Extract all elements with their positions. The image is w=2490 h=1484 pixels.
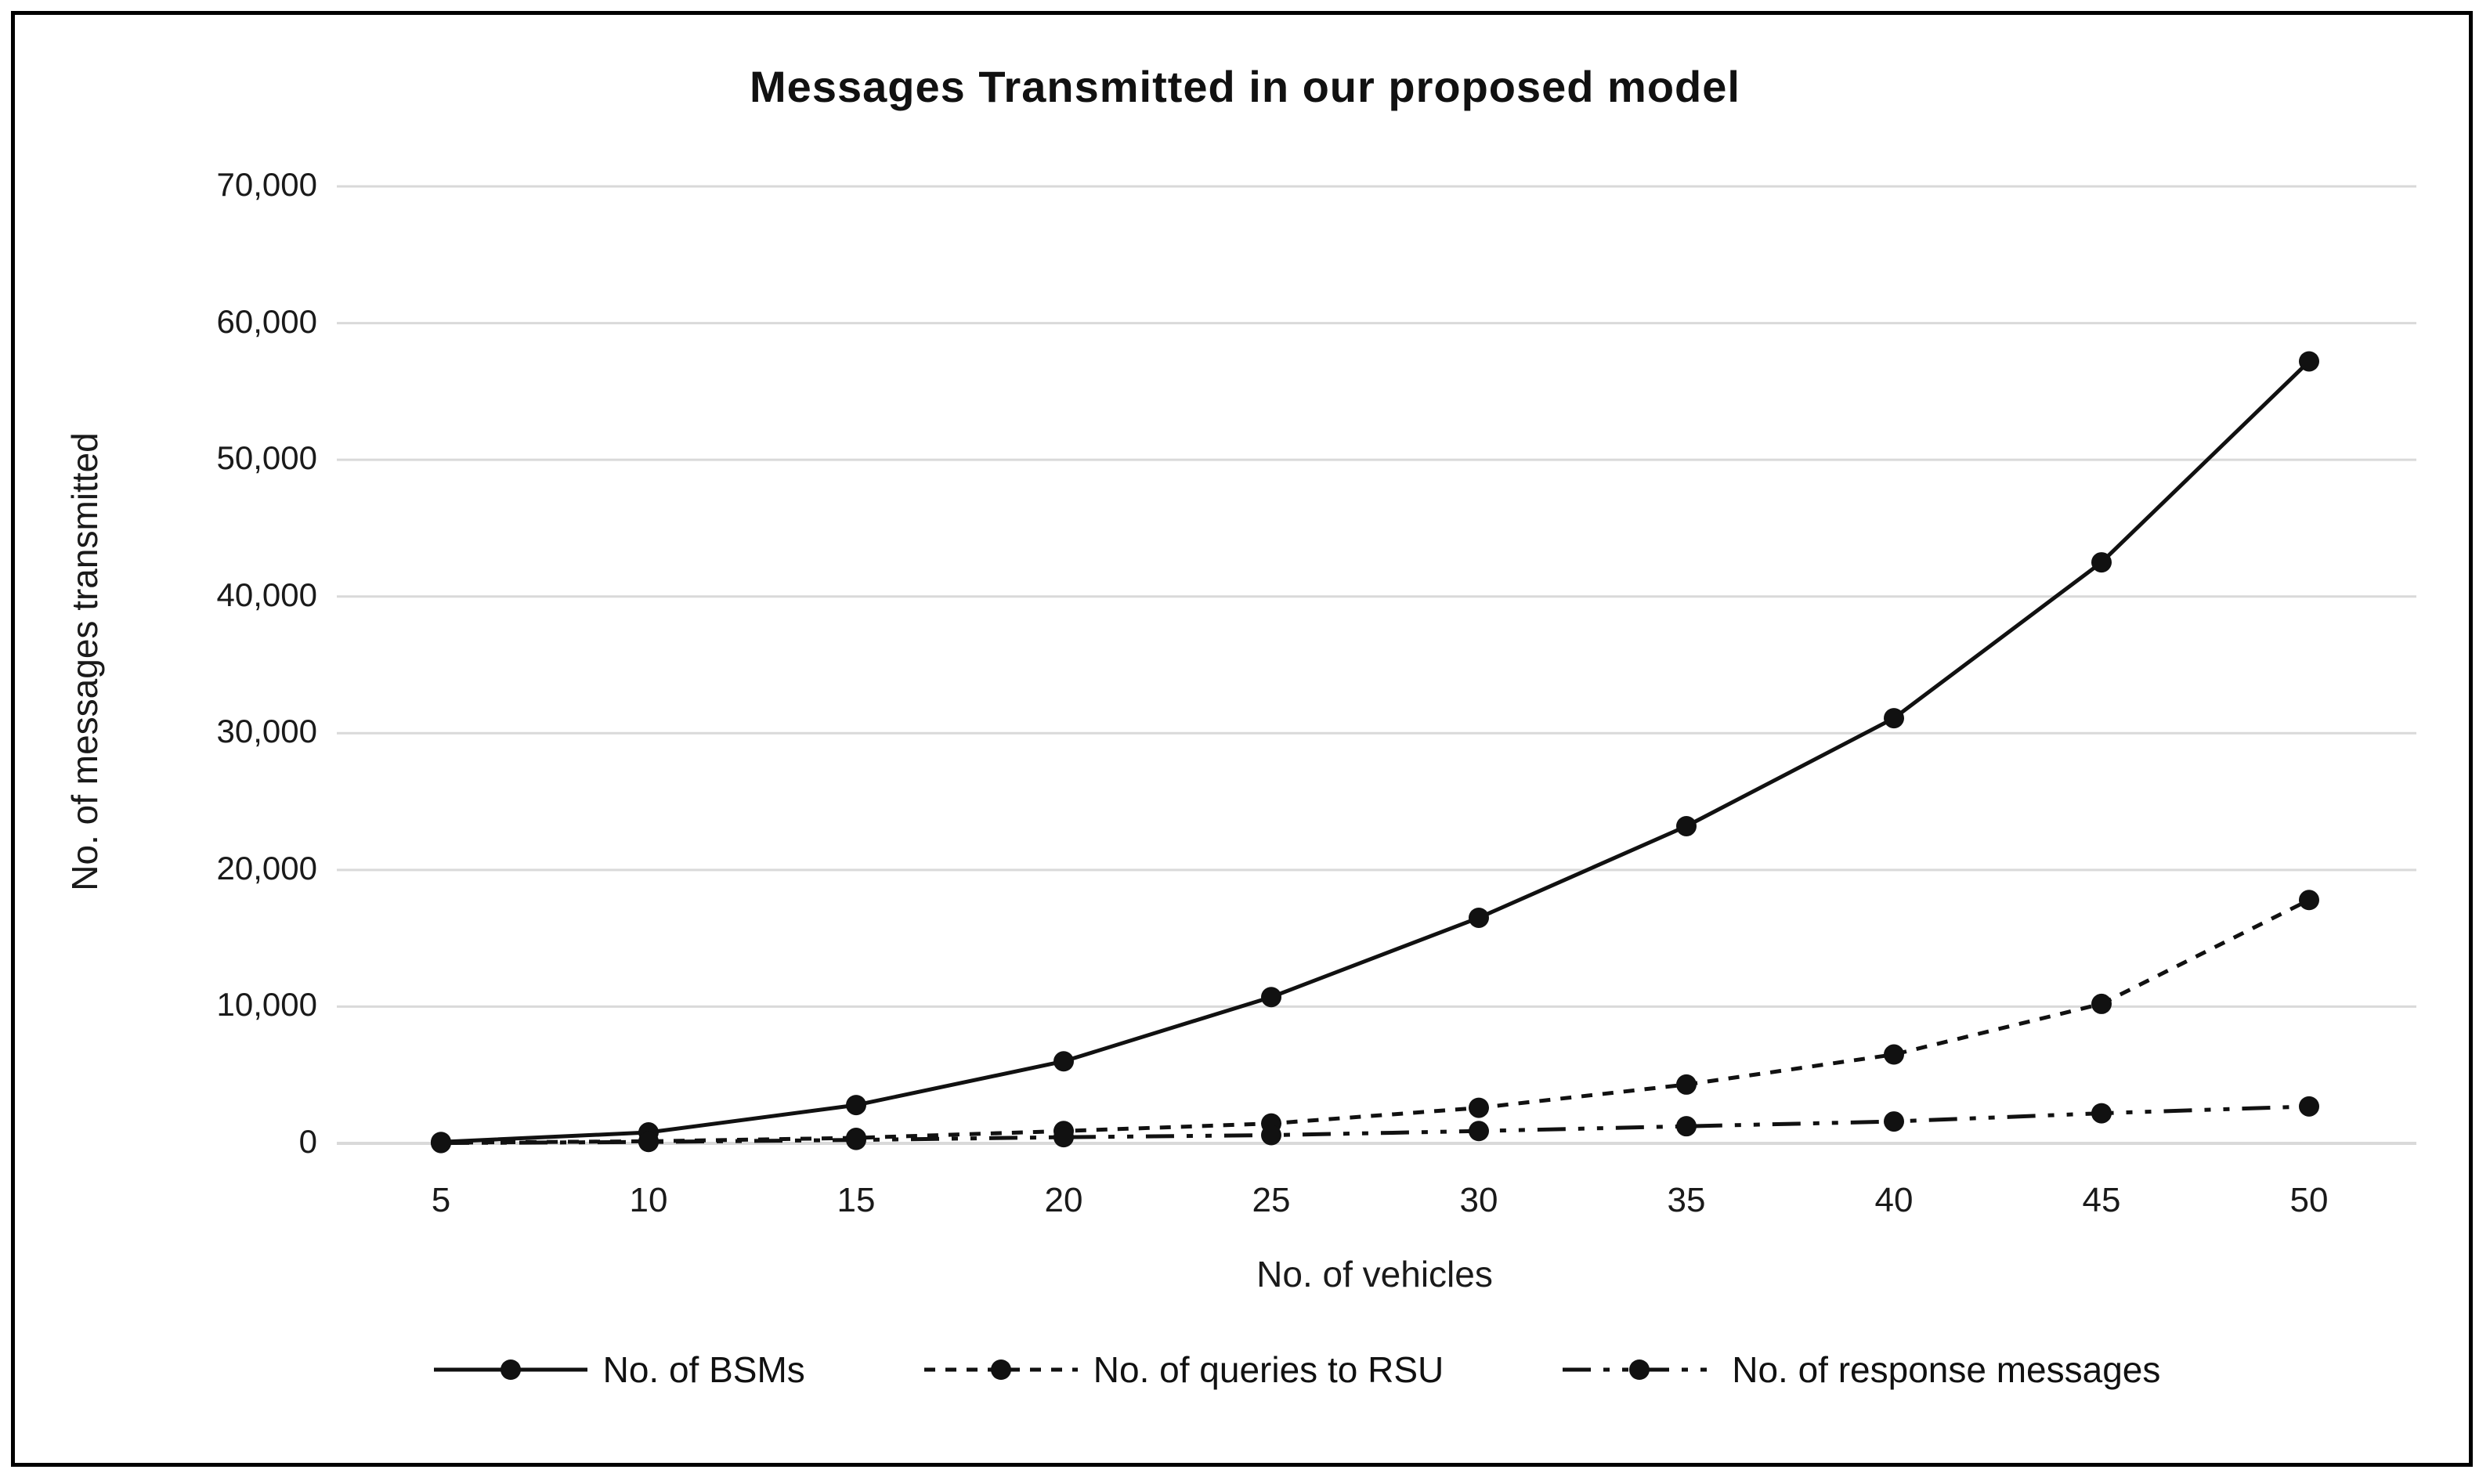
legend-marker-icon (500, 1359, 521, 1380)
x-tick-label: 50 (2289, 1181, 2329, 1219)
y-tick-label: 40,000 (216, 576, 317, 613)
y-tick-label: 60,000 (216, 302, 317, 340)
data-point-marker (1053, 1127, 1074, 1148)
data-point-marker (431, 1132, 451, 1154)
y-tick-label: 30,000 (216, 713, 317, 750)
legend-line-sample (1563, 1359, 1717, 1380)
x-axis-title: No. of vehicles (1256, 1254, 1493, 1294)
legend-line-sample (433, 1359, 587, 1380)
y-tick-label: 70,000 (216, 166, 317, 204)
legend-marker-icon (990, 1359, 1011, 1380)
data-point-marker (1884, 1111, 1904, 1132)
data-point-marker (1884, 708, 1904, 729)
data-point-marker (846, 1095, 866, 1116)
y-tick-label: 10,000 (216, 986, 317, 1024)
series-line-no-of-bsms (440, 359, 2311, 1144)
data-point-marker (1261, 1125, 1281, 1146)
data-point-marker (1469, 1097, 1489, 1118)
x-tick-label: 10 (629, 1181, 668, 1219)
data-point-marker (1469, 907, 1489, 928)
data-point-marker (2299, 351, 2319, 372)
legend-marker-icon (1629, 1359, 1650, 1380)
legend-line-sample (923, 1359, 1078, 1380)
x-tick-label: 30 (1459, 1181, 1498, 1219)
data-point-marker (2299, 890, 2319, 911)
x-tick-label: 35 (1667, 1181, 1706, 1219)
data-point-marker (1676, 1116, 1697, 1137)
data-point-marker (1676, 815, 1697, 836)
y-tick-label: 0 (298, 1123, 317, 1161)
series-line-no-of-queries-to-rsu (440, 898, 2311, 1145)
y-tick-label: 50,000 (216, 439, 317, 477)
x-tick-label: 20 (1044, 1181, 1083, 1219)
data-point-marker (2299, 1096, 2319, 1117)
legend-label: No. of queries to RSU (1093, 1349, 1444, 1390)
x-tick-label: 25 (1252, 1181, 1291, 1219)
data-point-marker (1261, 987, 1281, 1008)
legend-item-no-of-queries-to-rsu: No. of queries to RSU (923, 1349, 1444, 1391)
chart-outer-border (11, 11, 2473, 1467)
legend-item-no-of-response-messages: No. of response messages (1561, 1349, 2160, 1391)
legend-item-no-of-bsms: No. of BSMs (432, 1349, 805, 1391)
legend-label: No. of BSMs (602, 1349, 805, 1390)
chart-legend: No. of BSMs No. of queries to RSU No. of r… (258, 1349, 2334, 1391)
x-tick-label: 40 (1874, 1181, 1914, 1219)
data-point-marker (1676, 1074, 1697, 1095)
data-point-marker (846, 1129, 866, 1150)
data-point-marker (1884, 1044, 1904, 1065)
data-point-marker (2091, 552, 2112, 573)
y-tick-label: 20,000 (216, 849, 317, 886)
y-axis-title: No. of messages transmitted (64, 432, 105, 891)
x-tick-label: 45 (2082, 1181, 2121, 1219)
data-point-marker (1053, 1051, 1074, 1072)
data-point-marker (638, 1132, 659, 1153)
x-tick-label: 5 (431, 1181, 451, 1219)
legend-label: No. of response messages (1732, 1349, 2161, 1390)
x-tick-label: 15 (837, 1181, 876, 1219)
chart-title: Messages Transmitted in our proposed mod… (750, 62, 1740, 111)
data-point-marker (2091, 1103, 2112, 1124)
data-point-marker (1469, 1121, 1489, 1142)
data-point-marker (2091, 993, 2112, 1014)
